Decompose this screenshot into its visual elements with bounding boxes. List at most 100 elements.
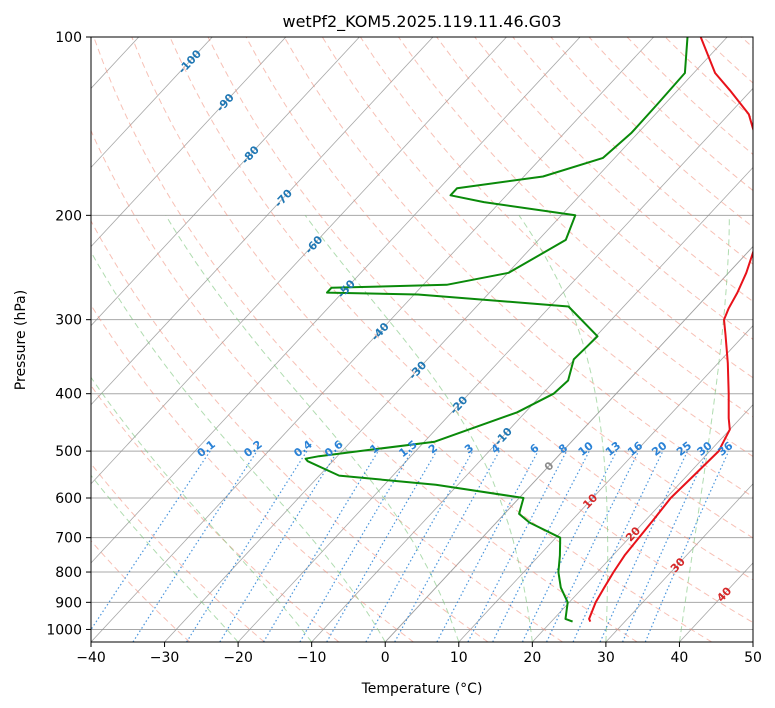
x-tick-label: 40	[671, 650, 689, 666]
dry-adiabat-line	[131, 37, 713, 642]
dry-adiabat-line	[207, 37, 753, 581]
dry-adiabat-line	[664, 37, 753, 120]
mixing-ratio-label: 0.2	[241, 438, 264, 460]
x-tick-label: 0	[381, 650, 390, 666]
mixing-ratio-line	[394, 450, 500, 642]
dry-adiabat-line	[398, 37, 753, 379]
dry-adiabat-line	[436, 37, 753, 340]
isotherm-line	[91, 37, 434, 406]
dry-adiabat-line	[91, 539, 191, 642]
dewpoint-series-line	[304, 37, 689, 623]
mixing-ratio-lines	[91, 450, 730, 642]
x-tick-label: −20	[223, 650, 253, 666]
isotherm-line	[752, 641, 753, 642]
y-tick-label: 500	[55, 444, 82, 460]
mixing-ratio-label: 3	[462, 441, 476, 456]
grid-layer	[0, 37, 753, 642]
mixing-ratio-label: 13	[603, 439, 623, 459]
dry-adiabat-line	[550, 37, 753, 228]
isotherm-line	[91, 37, 507, 485]
dry-adiabat-line	[512, 37, 753, 265]
mixing-ratio-line	[436, 450, 539, 642]
mixing-ratio-line	[91, 450, 211, 631]
isotherm-line	[458, 325, 753, 642]
mixing-ratio-label: 25	[674, 439, 694, 459]
dry-adiabat-line	[91, 129, 563, 642]
x-tick-label: 10	[450, 650, 468, 666]
dry-adiabat-line	[283, 37, 753, 498]
y-tick-label: 200	[55, 208, 82, 224]
isotherm-line	[91, 37, 360, 327]
dry-adiabat-line	[245, 37, 753, 539]
dry-adiabat-line	[169, 37, 753, 624]
moist-adiabat-line	[91, 474, 239, 642]
isotherm-line	[605, 483, 753, 642]
temperature-series-line	[588, 37, 753, 623]
x-tick-label: 30	[597, 650, 615, 666]
dry-adiabat-line	[91, 384, 340, 642]
moist-adiabat-line	[678, 215, 730, 642]
mixing-ratio-label: 1.5	[396, 438, 419, 460]
moist-adiabat-line	[91, 376, 313, 642]
mixing-ratio-label: 30	[695, 439, 715, 459]
mixing-ratio-line	[132, 450, 258, 642]
dry-adiabat-line	[93, 37, 638, 642]
dry-adiabat-line	[474, 37, 753, 303]
dry-adiabat-line	[321, 37, 753, 458]
mixing-ratio-line	[365, 450, 474, 642]
mixing-ratio-line	[299, 450, 413, 642]
y-tick-label: 300	[55, 313, 82, 329]
x-axis-label: Temperature (°C)	[361, 681, 483, 697]
dry-adiabat-line	[91, 304, 414, 642]
mixing-ratio-label: 0.1	[195, 438, 218, 460]
mixing-ratio-line	[262, 450, 379, 642]
y-tick-label: 100	[55, 30, 82, 46]
mixing-ratio-line	[644, 450, 730, 642]
x-tick-label: −40	[76, 650, 106, 666]
y-tick-label: 700	[55, 531, 82, 547]
x-tick-label: 20	[523, 650, 541, 666]
mixing-ratio-label: 16	[625, 439, 645, 459]
isotherm-line	[91, 37, 213, 169]
moist-adiabat-line	[518, 215, 609, 642]
isotherm-line	[679, 562, 753, 642]
plot-frame	[90, 36, 754, 643]
y-tick-label: 600	[55, 491, 82, 507]
moist-adiabat-line	[304, 215, 533, 642]
isotherm-line	[237, 87, 753, 642]
dry-adiabat-line	[741, 37, 753, 49]
mixing-ratio-line	[186, 450, 308, 642]
dry-adiabats	[91, 37, 753, 642]
y-tick-label: 1000	[46, 622, 82, 638]
isotherm-label: -100	[176, 47, 205, 76]
y-tick-label: 800	[55, 565, 82, 581]
dry-adiabat-line	[91, 219, 489, 642]
x-tick-label: −30	[150, 650, 180, 666]
mixing-ratio-line	[521, 450, 618, 642]
isotherm-line	[532, 404, 753, 642]
mixing-ratio-label: 6	[528, 441, 542, 456]
chart-title: wetPf2_KOM5.2025.119.11.46.G03	[282, 12, 561, 32]
isotherm-line	[91, 37, 287, 248]
plot-area: 0.1 0.2 0.4 0.6 1 1.5 2 3 4 6 8 10 13 16 20 25 30 36-100-…	[0, 37, 753, 642]
mixing-ratio-line	[572, 450, 664, 642]
y-tick-label: 900	[55, 595, 82, 611]
moist-adiabat-line	[91, 250, 386, 642]
mixing-ratio-line	[622, 450, 709, 642]
isotherm-line	[91, 37, 654, 642]
sounding-series	[304, 37, 753, 623]
x-tick-label: 50	[744, 650, 762, 666]
mixing-ratio-line	[492, 450, 590, 642]
mixing-ratio-line	[219, 450, 339, 642]
mixing-ratio-line	[599, 450, 689, 642]
isotherm-line	[0, 37, 65, 642]
moist-adiabats	[91, 215, 730, 642]
isotherm-line	[164, 37, 728, 642]
mixing-ratio-label: 10	[576, 439, 596, 459]
moist-adiabat-line	[165, 215, 460, 642]
y-axis-label: Pressure (hPa)	[13, 290, 29, 390]
mixing-ratio-label: 20	[649, 439, 669, 459]
x-tick-label: −10	[297, 650, 327, 666]
dry-adiabat-line	[91, 463, 265, 642]
